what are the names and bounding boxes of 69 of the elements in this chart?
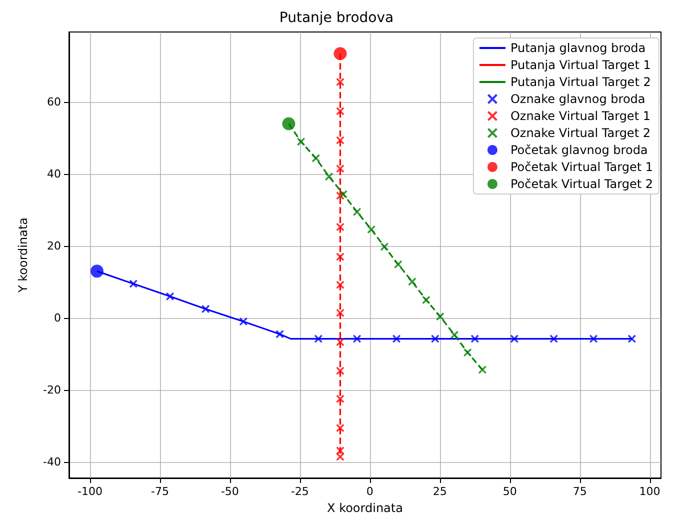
point	[431, 334, 440, 343]
point	[336, 280, 344, 289]
y-tick-label: 60	[47, 96, 61, 109]
point	[336, 164, 344, 173]
point	[367, 225, 376, 234]
x-tick-label: 50	[502, 485, 517, 498]
legend-label: Oznake Virtual Target 1	[510, 109, 650, 123]
y-tick-label: -40	[43, 455, 61, 468]
point	[392, 334, 400, 343]
point	[478, 366, 486, 374]
point	[353, 208, 362, 216]
point	[380, 242, 388, 251]
point	[129, 280, 138, 288]
legend-label: Oznake glavnog broda	[510, 92, 646, 106]
point	[325, 172, 334, 181]
point	[550, 334, 558, 343]
y-tick-label: 20	[47, 240, 61, 253]
point	[510, 334, 518, 343]
legend-label: Početak Virtual Target 1	[510, 160, 654, 174]
point	[312, 154, 320, 162]
point	[353, 334, 362, 343]
x-tick-label: -50	[220, 485, 239, 498]
point	[422, 296, 430, 304]
point	[436, 312, 444, 321]
point	[202, 304, 210, 313]
point	[450, 330, 458, 339]
x-axis-title: X koordinata	[327, 501, 403, 515]
point	[336, 394, 344, 403]
point	[464, 348, 472, 356]
x-tick-label: 100	[639, 485, 660, 498]
point	[282, 117, 296, 130]
point	[239, 318, 248, 326]
point	[336, 452, 344, 461]
x-tick-label: -75	[150, 485, 169, 498]
point	[394, 260, 402, 268]
y-axis-title: Y koordinata	[16, 217, 30, 294]
legend-label: Oznake Virtual Target 2	[510, 126, 650, 140]
point	[166, 292, 174, 300]
x-tick-label: -100	[78, 485, 102, 498]
x-tick-label: 25	[432, 485, 447, 498]
x-tick-label: 0	[366, 485, 374, 498]
y-tick-label: -20	[43, 383, 61, 396]
legend-label: Putanja Virtual Target 1	[510, 58, 651, 72]
point	[336, 136, 344, 144]
point	[90, 264, 104, 278]
y-tick-label: 40	[47, 168, 61, 181]
legend-label: Putanja Virtual Target 2	[510, 75, 651, 89]
x-tick-label: -25	[290, 485, 309, 498]
point	[336, 252, 344, 261]
point	[590, 334, 598, 343]
point	[336, 308, 344, 317]
legend-label: Početak Virtual Target 2	[510, 177, 654, 191]
point	[276, 330, 284, 338]
x-tick-label: 75	[572, 485, 587, 498]
y-tick-label: 0	[54, 311, 61, 324]
point	[628, 334, 636, 343]
point	[470, 334, 479, 343]
point	[334, 47, 347, 60]
point	[336, 338, 344, 346]
point	[336, 107, 344, 116]
point	[408, 278, 416, 286]
point	[336, 222, 344, 231]
legend-label: Početak glavnog broda	[510, 143, 648, 157]
chart-title: Putanje brodova	[279, 10, 394, 26]
legend-label: Putanja glavnog broda	[510, 41, 646, 55]
point	[314, 334, 322, 343]
point	[297, 138, 306, 146]
point	[339, 190, 348, 198]
point	[336, 366, 344, 375]
